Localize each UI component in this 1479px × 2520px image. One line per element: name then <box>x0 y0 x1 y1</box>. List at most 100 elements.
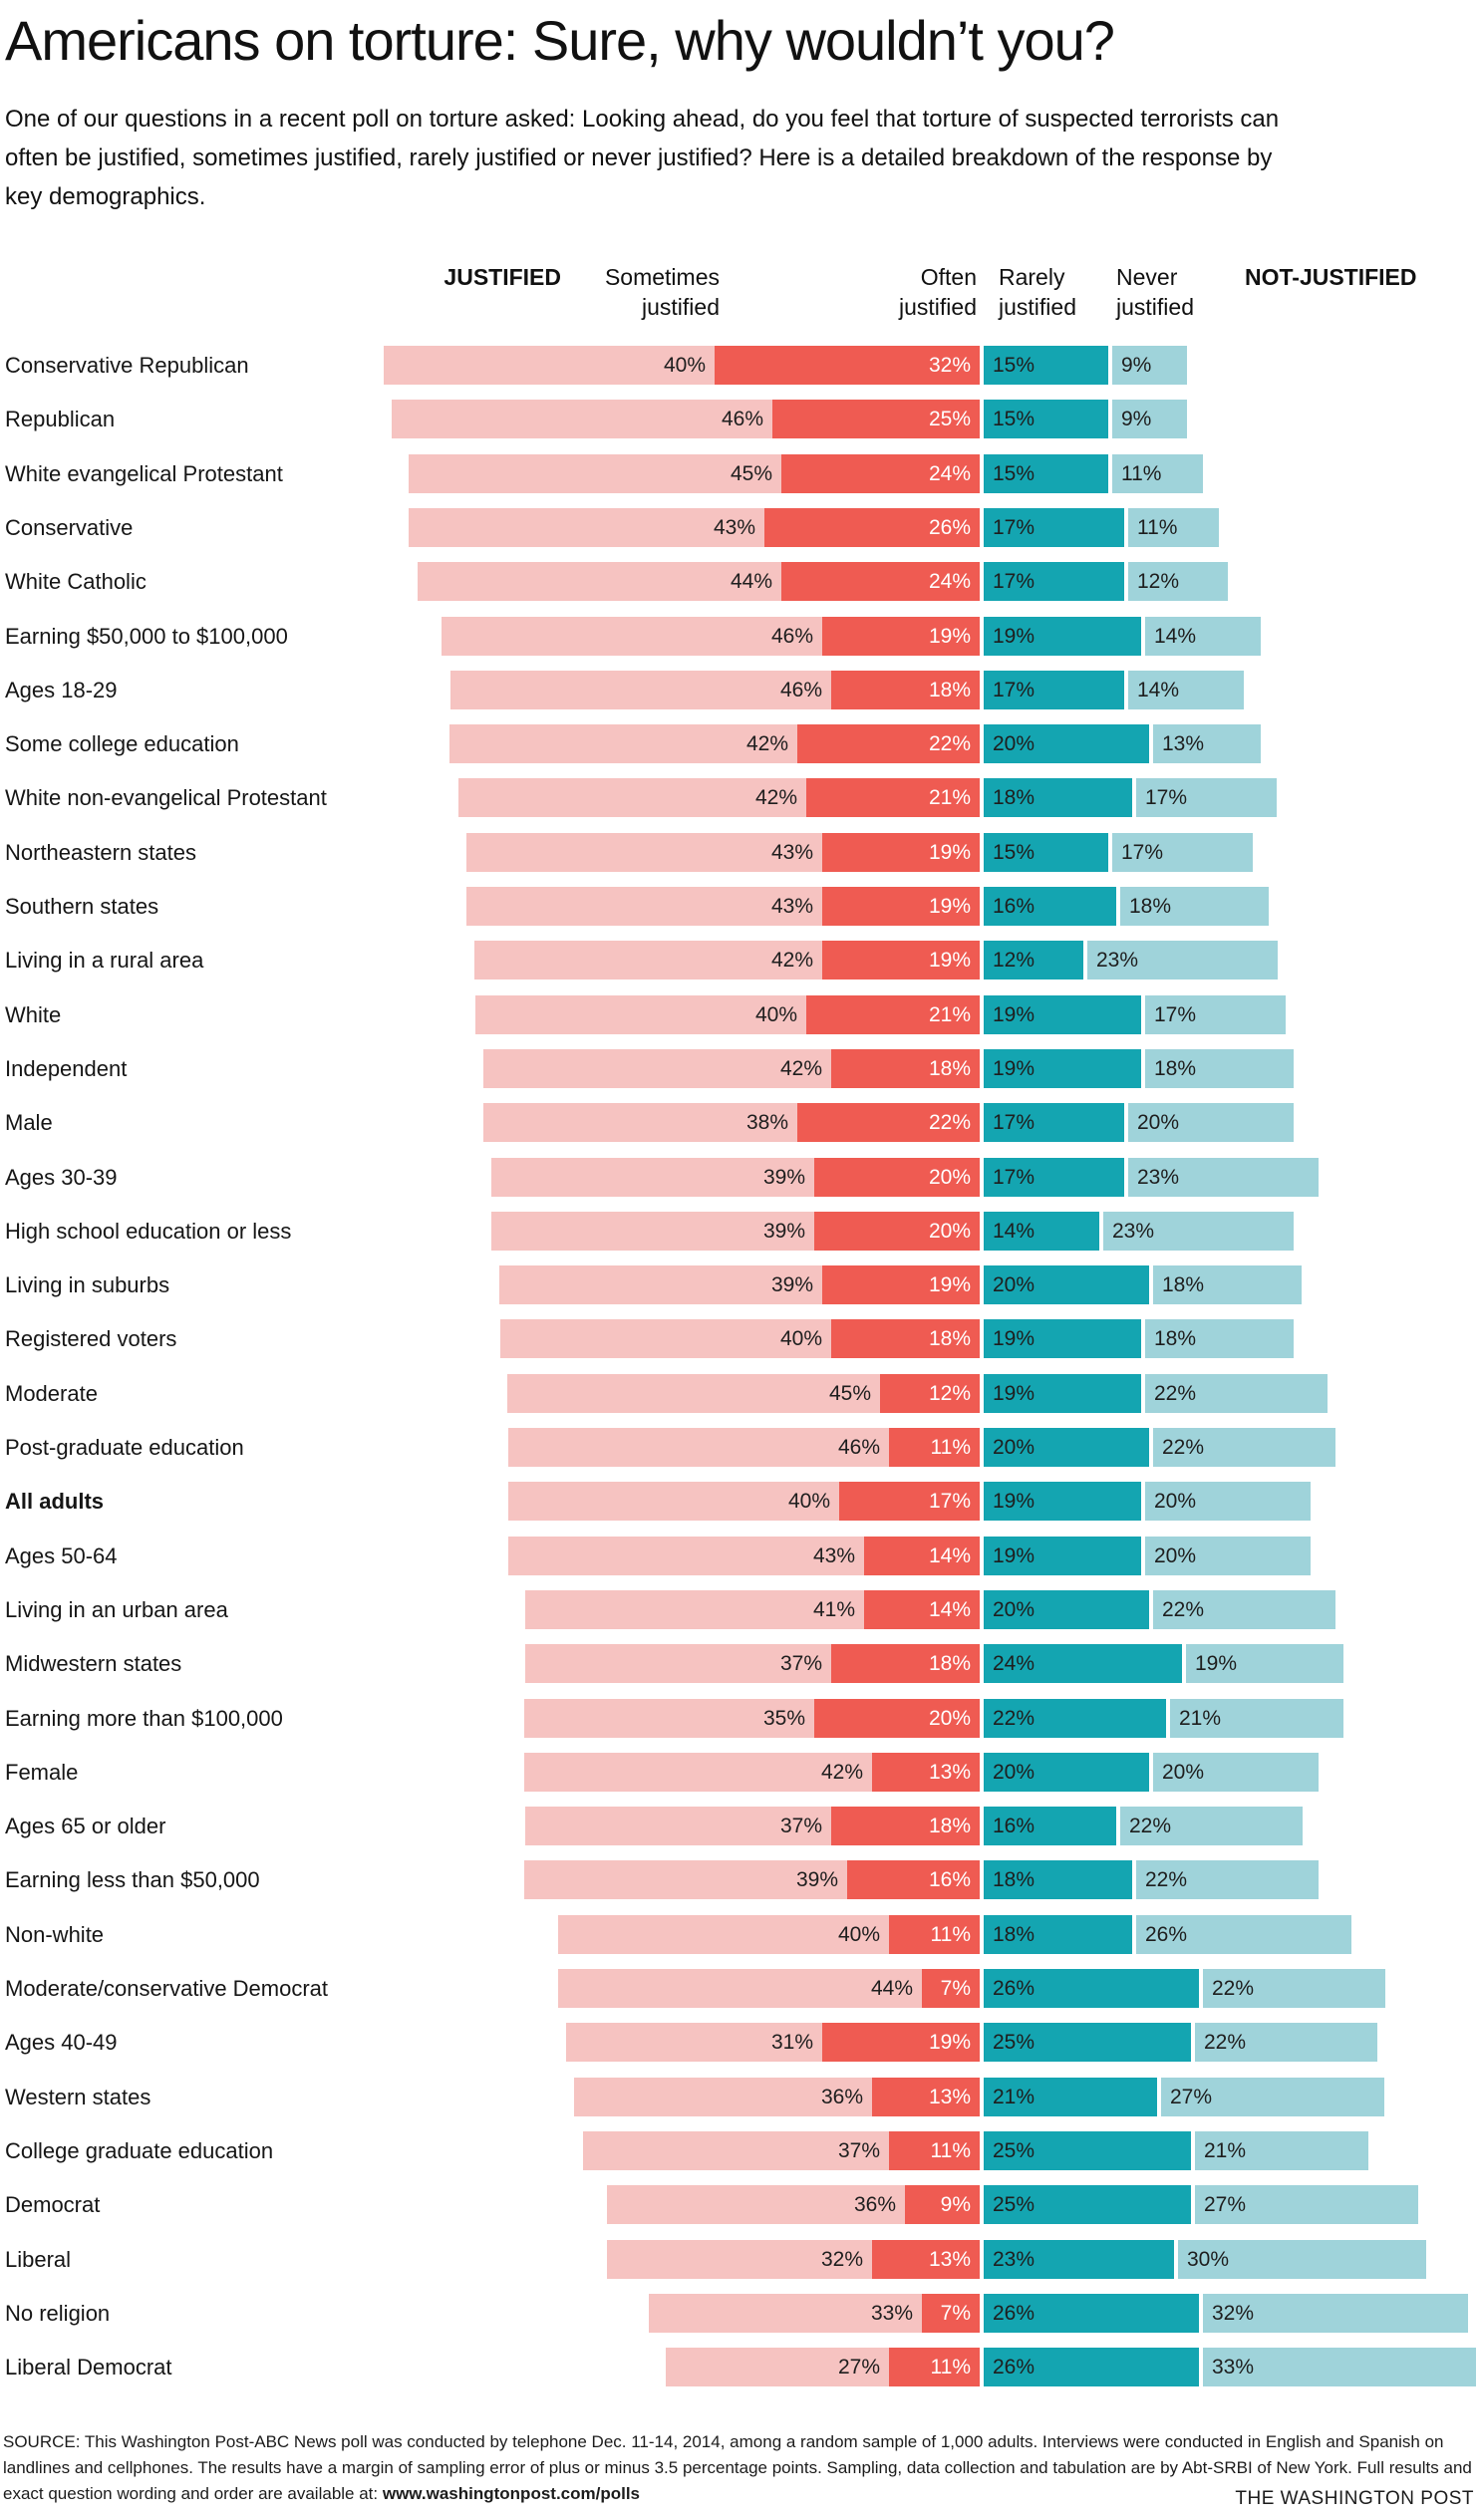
bar-segment-never: 22% <box>1120 1807 1303 1845</box>
value-label: 19% <box>993 624 1035 648</box>
value-label: 25% <box>993 2138 1035 2162</box>
value-label: 20% <box>993 1760 1035 1784</box>
bar-segment-rarely: 20% <box>984 1265 1149 1304</box>
bar-segment-never: 32% <box>1203 2294 1468 2333</box>
bar-segment-never: 20% <box>1128 1103 1294 1142</box>
bar-segment-sometimes: 33% <box>649 2294 922 2333</box>
value-label: 14% <box>1137 678 1180 701</box>
bar-segment-rarely: 19% <box>984 617 1141 656</box>
value-label: 19% <box>928 840 971 864</box>
value-label: 37% <box>837 2138 880 2162</box>
bar-segment-sometimes: 39% <box>491 1212 814 1251</box>
value-label: 45% <box>828 1381 871 1405</box>
column-header-rarely-justified: Rarely justified <box>999 264 1076 320</box>
value-label: 16% <box>928 1867 971 1891</box>
bar-segment-often: 13% <box>872 2240 980 2279</box>
category-label: Living in suburbs <box>5 1271 170 1297</box>
value-label: 18% <box>928 678 971 701</box>
bar-segment-often: 32% <box>715 346 980 385</box>
bar-segment-rarely: 17% <box>984 671 1124 709</box>
bar-segment-never: 18% <box>1153 1265 1302 1304</box>
value-label: 26% <box>993 2355 1035 2379</box>
category-label: Registered voters <box>5 1325 177 1351</box>
bar-segment-rarely: 26% <box>984 1969 1199 2008</box>
value-label: 20% <box>993 731 1035 755</box>
value-label: 39% <box>762 1219 805 1243</box>
value-label: 42% <box>779 1056 822 1080</box>
value-label: 37% <box>779 1651 822 1675</box>
bar-segment-rarely: 18% <box>984 1860 1132 1899</box>
value-label: 35% <box>762 1706 805 1730</box>
category-label: Moderate <box>5 1380 98 1406</box>
value-label: 25% <box>993 2030 1035 2054</box>
value-label: 20% <box>1137 1110 1180 1134</box>
category-label: Earning $50,000 to $100,000 <box>5 623 288 649</box>
category-label: Ages 50-64 <box>5 1542 118 1568</box>
value-label: 11% <box>1137 515 1178 539</box>
value-label: 27% <box>1204 2192 1247 2216</box>
bar-segment-often: 18% <box>831 1319 980 1358</box>
column-header-often-justified: Often justified <box>899 264 977 320</box>
bar-segment-never: 23% <box>1128 1158 1319 1197</box>
intro-text: One of our questions in a recent poll on… <box>5 106 1280 210</box>
bar-segment-rarely: 15% <box>984 833 1108 872</box>
bar-segment-sometimes: 27% <box>666 2348 889 2386</box>
bar-segment-never: 9% <box>1112 400 1187 438</box>
bar-segment-sometimes: 37% <box>583 2131 889 2170</box>
bar-segment-often: 11% <box>889 1915 980 1954</box>
bar-segment-never: 30% <box>1178 2240 1426 2279</box>
value-label: 17% <box>928 1489 971 1513</box>
value-label: 39% <box>770 1272 813 1296</box>
category-label: Living in an urban area <box>5 1596 228 1622</box>
value-label: 13% <box>1162 731 1205 755</box>
value-label: 32% <box>1212 2301 1255 2325</box>
category-label: Midwestern states <box>5 1650 182 1676</box>
bar-segment-rarely: 17% <box>984 1103 1124 1142</box>
bar-segment-sometimes: 46% <box>442 617 822 656</box>
value-label: 7% <box>940 2301 971 2325</box>
bar-segment-sometimes: 40% <box>508 1482 839 1521</box>
category-label: College graduate education <box>5 2137 274 2163</box>
bar-segment-rarely: 16% <box>984 1807 1116 1845</box>
column-header-not-justified: NOT-JUSTIFIED <box>1245 264 1417 290</box>
bar-segment-rarely: 19% <box>984 995 1141 1034</box>
bar-segment-rarely: 21% <box>984 2078 1157 2116</box>
value-label: 18% <box>993 1867 1035 1891</box>
value-label: 39% <box>795 1867 838 1891</box>
bar-segment-often: 19% <box>822 887 980 926</box>
bar-segment-sometimes: 32% <box>607 2240 872 2279</box>
bar-segment-never: 22% <box>1153 1428 1335 1467</box>
value-label: 11% <box>930 2355 971 2379</box>
bar-segment-sometimes: 38% <box>483 1103 797 1142</box>
bar-segment-never: 12% <box>1128 562 1228 601</box>
bar-segment-sometimes: 42% <box>458 778 806 817</box>
value-label: 40% <box>663 353 706 377</box>
value-label: 19% <box>993 1543 1035 1567</box>
bar-segment-often: 13% <box>872 2078 980 2116</box>
value-label: 17% <box>993 569 1035 593</box>
value-label: 24% <box>928 569 971 593</box>
value-label: 27% <box>837 2355 880 2379</box>
category-label: Liberal Democrat <box>5 2354 172 2380</box>
bar-segment-often: 21% <box>806 778 980 817</box>
bar-segment-rarely: 20% <box>984 724 1149 763</box>
bar-segment-never: 11% <box>1128 508 1219 547</box>
value-label: 12% <box>1137 569 1180 593</box>
bar-segment-rarely: 12% <box>984 941 1083 980</box>
column-header-never-justified: Never justified <box>1116 264 1194 320</box>
bar-segment-often: 25% <box>772 400 980 438</box>
bar-segment-never: 18% <box>1120 887 1269 926</box>
category-label: Earning more than $100,000 <box>5 1705 283 1731</box>
value-label: 18% <box>928 1326 971 1350</box>
bar-segment-often: 19% <box>822 833 980 872</box>
value-label: 11% <box>930 1435 971 1459</box>
bar-segment-sometimes: 43% <box>466 833 822 872</box>
bar-segment-rarely: 20% <box>984 1753 1149 1792</box>
bar-segment-sometimes: 44% <box>558 1969 922 2008</box>
value-label: 26% <box>993 2301 1035 2325</box>
bar-segment-rarely: 19% <box>984 1482 1141 1521</box>
category-label: Living in a rural area <box>5 947 204 973</box>
bar-segment-sometimes: 44% <box>418 562 781 601</box>
bar-segment-sometimes: 42% <box>474 941 822 980</box>
value-label: 21% <box>1179 1706 1222 1730</box>
